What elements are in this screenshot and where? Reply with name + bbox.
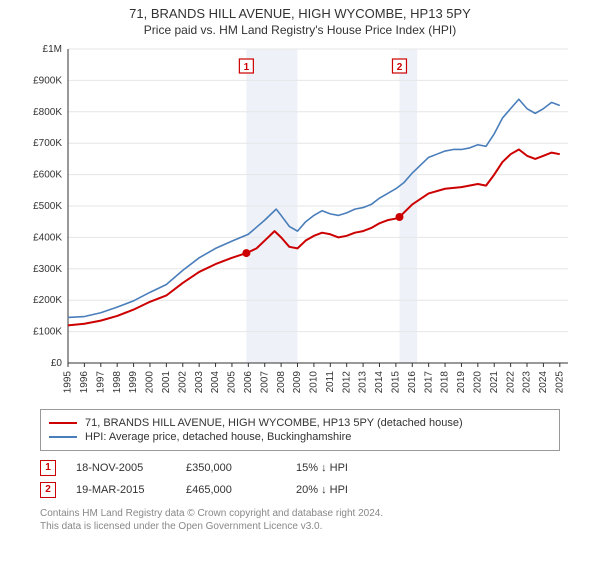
svg-text:£300K: £300K xyxy=(33,264,62,275)
svg-text:£700K: £700K xyxy=(33,138,62,149)
svg-text:£1M: £1M xyxy=(43,44,62,55)
sale-vs-hpi: 20% ↓ HPI xyxy=(296,484,386,496)
legend: 71, BRANDS HILL AVENUE, HIGH WYCOMBE, HP… xyxy=(40,409,560,451)
sale-price: £465,000 xyxy=(186,484,276,496)
footer-attribution: Contains HM Land Registry data © Crown c… xyxy=(40,507,560,533)
legend-item: HPI: Average price, detached house, Buck… xyxy=(49,430,551,444)
svg-text:2013: 2013 xyxy=(358,370,369,393)
svg-text:£600K: £600K xyxy=(33,169,62,180)
svg-text:£800K: £800K xyxy=(33,107,62,118)
svg-text:2017: 2017 xyxy=(423,370,434,393)
svg-text:£200K: £200K xyxy=(33,295,62,306)
svg-text:2012: 2012 xyxy=(341,370,352,393)
legend-item: 71, BRANDS HILL AVENUE, HIGH WYCOMBE, HP… xyxy=(49,416,551,430)
svg-text:2010: 2010 xyxy=(309,370,320,393)
svg-text:2015: 2015 xyxy=(391,370,402,393)
sale-date: 18-NOV-2005 xyxy=(76,462,166,474)
svg-text:1: 1 xyxy=(244,62,250,73)
footer-line: Contains HM Land Registry data © Crown c… xyxy=(40,507,560,520)
svg-text:2022: 2022 xyxy=(505,370,516,393)
svg-text:1995: 1995 xyxy=(63,370,74,393)
page-title: 71, BRANDS HILL AVENUE, HIGH WYCOMBE, HP… xyxy=(0,6,600,23)
svg-text:£400K: £400K xyxy=(33,232,62,243)
svg-text:2025: 2025 xyxy=(554,370,565,393)
svg-text:2005: 2005 xyxy=(227,370,238,393)
svg-text:1997: 1997 xyxy=(95,370,106,393)
svg-text:2004: 2004 xyxy=(210,370,221,393)
svg-text:2: 2 xyxy=(397,62,403,73)
footer-line: This data is licensed under the Open Gov… xyxy=(40,520,560,533)
chart-svg: £0 £100K £200K £300K £400K £500K £600K £700K £80… xyxy=(20,41,580,401)
svg-text:1996: 1996 xyxy=(79,370,90,393)
svg-text:2002: 2002 xyxy=(177,370,188,393)
sale-marker: 2 xyxy=(40,482,56,498)
sale-vs-hpi: 15% ↓ HPI xyxy=(296,462,386,474)
price-chart: £0 £100K £200K £300K £400K £500K £600K £700K £80… xyxy=(20,41,580,401)
svg-text:2016: 2016 xyxy=(407,370,418,393)
svg-text:2024: 2024 xyxy=(538,370,549,393)
svg-text:2001: 2001 xyxy=(161,370,172,393)
svg-text:£900K: £900K xyxy=(33,75,62,86)
sales-table: 1 18-NOV-2005 £350,000 15% ↓ HPI 2 19-MAR-201… xyxy=(40,457,560,501)
svg-text:2009: 2009 xyxy=(292,370,303,393)
legend-label: HPI: Average price, detached house, Buck… xyxy=(85,431,351,443)
svg-text:2008: 2008 xyxy=(276,370,287,393)
svg-text:2018: 2018 xyxy=(440,370,451,393)
page-subtitle: Price paid vs. HM Land Registry's House … xyxy=(0,23,600,37)
legend-swatch xyxy=(49,422,77,424)
svg-text:2019: 2019 xyxy=(456,370,467,393)
legend-swatch xyxy=(49,436,77,438)
sale-row: 2 19-MAR-2015 £465,000 20% ↓ HPI xyxy=(40,479,560,501)
legend-label: 71, BRANDS HILL AVENUE, HIGH WYCOMBE, HP… xyxy=(85,417,463,429)
sale-marker: 1 xyxy=(40,460,56,476)
svg-text:2021: 2021 xyxy=(489,370,500,393)
svg-text:1998: 1998 xyxy=(112,370,123,393)
svg-text:2020: 2020 xyxy=(472,370,483,393)
svg-text:£500K: £500K xyxy=(33,201,62,212)
svg-text:2007: 2007 xyxy=(259,370,270,393)
svg-text:2014: 2014 xyxy=(374,370,385,393)
svg-text:1999: 1999 xyxy=(128,370,139,393)
sale-row: 1 18-NOV-2005 £350,000 15% ↓ HPI xyxy=(40,457,560,479)
svg-text:2023: 2023 xyxy=(522,370,533,393)
svg-text:£0: £0 xyxy=(51,358,63,369)
svg-text:2011: 2011 xyxy=(325,370,336,392)
svg-text:2003: 2003 xyxy=(194,370,205,393)
svg-text:2006: 2006 xyxy=(243,370,254,393)
svg-text:2000: 2000 xyxy=(145,370,156,393)
sale-price: £350,000 xyxy=(186,462,276,474)
svg-text:£100K: £100K xyxy=(33,326,62,337)
sale-date: 19-MAR-2015 xyxy=(76,484,166,496)
